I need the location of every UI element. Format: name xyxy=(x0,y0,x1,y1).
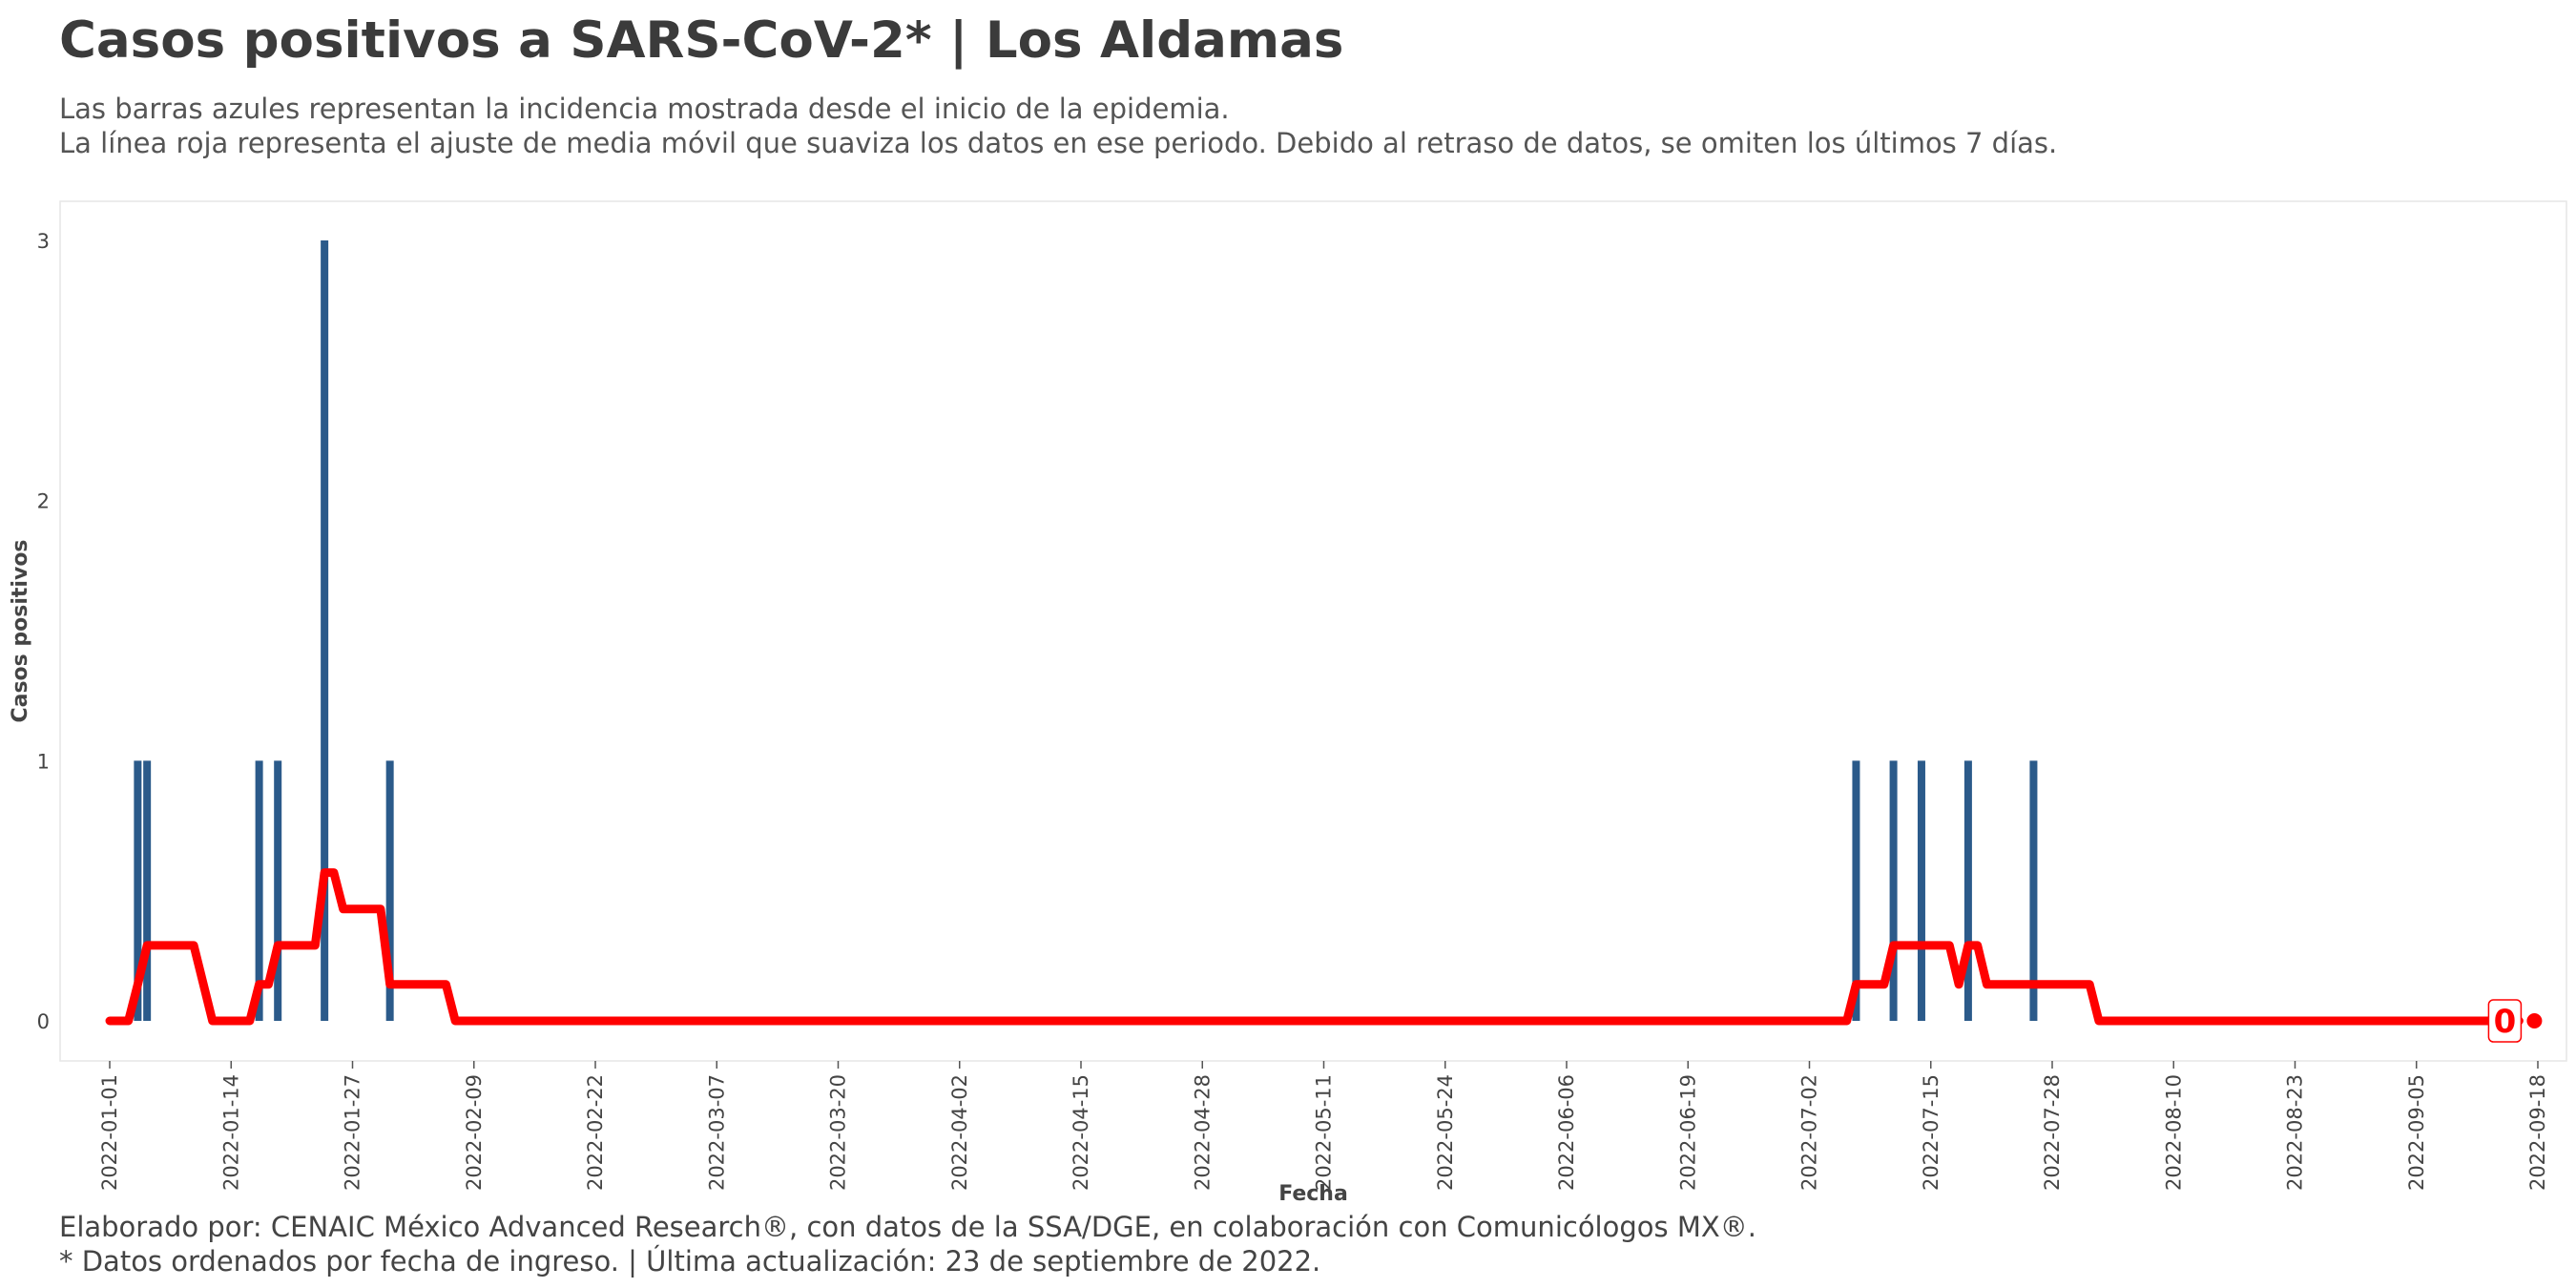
end-value-label: 0 xyxy=(2494,1003,2517,1041)
y-axis: 0 1 2 3 xyxy=(37,230,50,1033)
x-tick-label: 2022-01-27 xyxy=(342,1074,364,1191)
bar xyxy=(1917,760,1925,1021)
caption-line-1: Elaborado por: CENAIC México Advanced Re… xyxy=(59,1211,1756,1243)
chart-title: Casos positivos a SARS-CoV-2* | Los Alda… xyxy=(59,11,1344,70)
bar xyxy=(1963,760,1972,1021)
bar xyxy=(1889,760,1898,1021)
subtitle-line-1: Las barras azules representan la inciden… xyxy=(59,93,1230,125)
x-tick-label: 2022-09-18 xyxy=(2526,1074,2549,1191)
y-tick-label: 3 xyxy=(37,230,50,253)
bar xyxy=(143,760,152,1021)
x-tick-label: 2022-05-24 xyxy=(1434,1074,1457,1191)
x-tick-label: 2022-05-11 xyxy=(1313,1074,1336,1191)
x-tick-label: 2022-07-15 xyxy=(1920,1074,1942,1191)
caption-line-2: * Datos ordenados por fecha de ingreso. … xyxy=(59,1245,1321,1278)
x-tick-label: 2022-01-01 xyxy=(98,1074,121,1191)
y-tick-label: 2 xyxy=(37,490,50,513)
x-tick-label: 2022-08-23 xyxy=(2284,1074,2307,1191)
bar xyxy=(255,760,263,1021)
x-axis: 2022-01-01 2022-01-14 2022-01-27 2022-02-09… xyxy=(98,1061,2549,1191)
y-axis-title: Casos positivos xyxy=(9,539,32,722)
bar xyxy=(321,240,329,1021)
chart-subtitle: Las barras azules representan la inciden… xyxy=(59,92,2057,160)
x-tick-label: 2022-01-14 xyxy=(219,1074,242,1191)
moving-average-end-point xyxy=(2526,1013,2543,1028)
bar xyxy=(1852,760,1860,1021)
x-tick-label: 2022-06-19 xyxy=(1676,1074,1699,1191)
x-tick-label: 2022-03-07 xyxy=(705,1074,728,1191)
x-tick-label: 2022-04-15 xyxy=(1070,1074,1092,1191)
x-tick-label: 2022-09-05 xyxy=(2405,1074,2428,1191)
bar xyxy=(134,760,142,1021)
x-tick-label: 2022-04-28 xyxy=(1191,1074,1214,1191)
y-tick-label: 1 xyxy=(37,750,50,773)
plot-panel xyxy=(59,200,2567,1062)
bar xyxy=(2029,760,2038,1021)
y-tick-label: 0 xyxy=(37,1010,50,1033)
bar-series xyxy=(134,240,2038,1021)
x-axis-title: Fecha xyxy=(1278,1182,1348,1206)
x-tick-label: 2022-03-20 xyxy=(827,1074,850,1191)
x-tick-label: 2022-04-02 xyxy=(948,1074,971,1191)
x-tick-label: 2022-02-22 xyxy=(584,1074,607,1191)
end-label-box xyxy=(2487,999,2523,1043)
subtitle-line-2: La línea roja representa el ajuste de me… xyxy=(59,127,2058,159)
x-tick-label: 2022-06-06 xyxy=(1555,1074,1578,1191)
bar xyxy=(274,760,282,1021)
x-tick-label: 2022-08-10 xyxy=(2162,1074,2185,1191)
x-tick-label: 2022-07-28 xyxy=(2041,1074,2064,1191)
x-tick-label: 2022-02-09 xyxy=(463,1074,486,1191)
chart-caption: Elaborado por: CENAIC México Advanced Re… xyxy=(59,1210,1756,1278)
bar xyxy=(385,760,394,1021)
x-tick-label: 2022-07-02 xyxy=(1798,1074,1821,1191)
moving-average-line xyxy=(105,868,2524,1026)
